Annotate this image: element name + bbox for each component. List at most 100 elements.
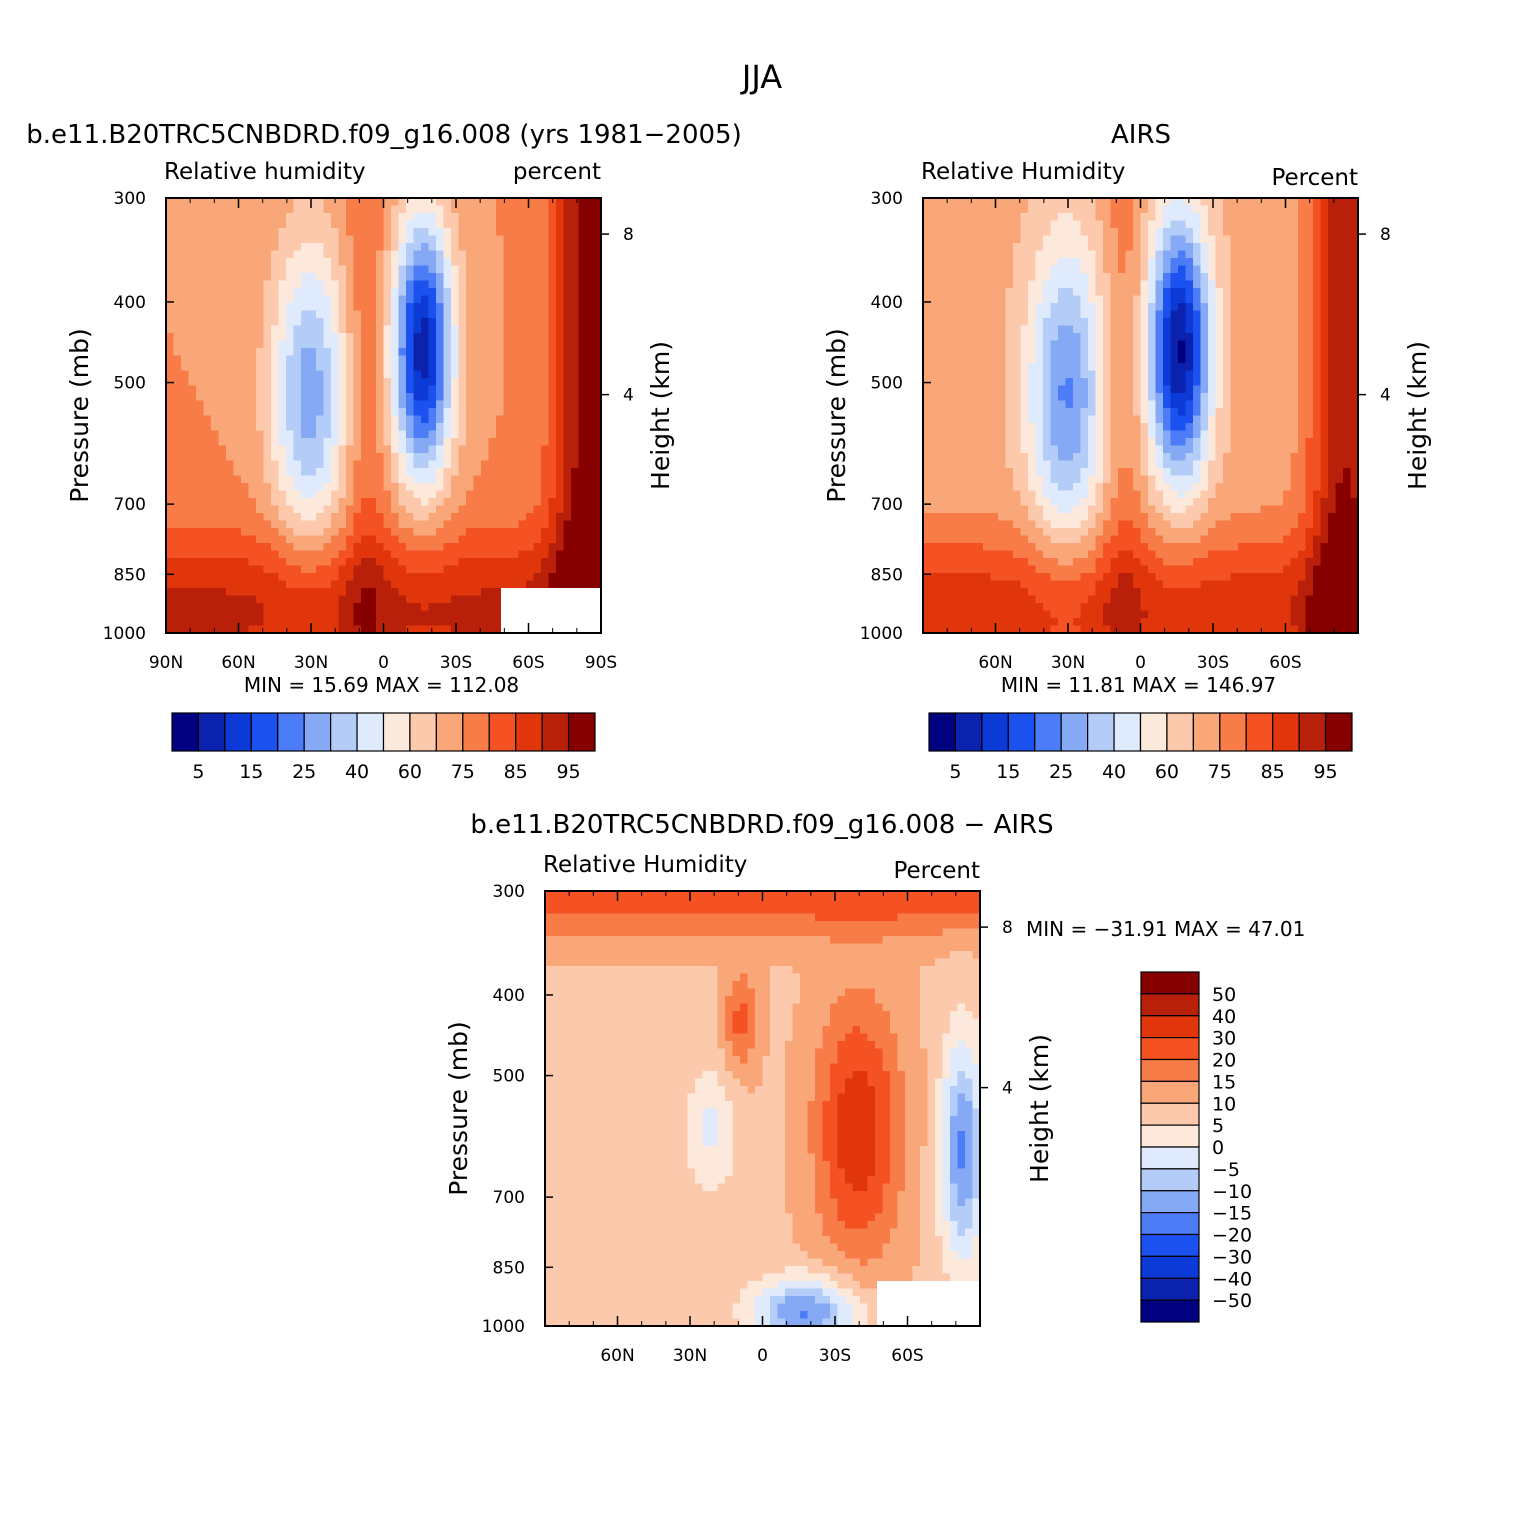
field-cell xyxy=(541,453,550,462)
field-cell xyxy=(1110,415,1119,424)
field-cell xyxy=(1028,453,1037,462)
field-cell xyxy=(286,220,295,229)
field-cell xyxy=(301,213,310,222)
field-cell xyxy=(181,550,190,559)
field-cell xyxy=(211,235,220,244)
field-cell xyxy=(233,483,242,492)
field-cell xyxy=(930,543,939,552)
field-cell xyxy=(391,325,400,334)
field-cell xyxy=(578,355,587,364)
field-cell xyxy=(196,288,205,297)
field-cell xyxy=(308,588,317,597)
field-cell xyxy=(173,348,182,357)
field-cell xyxy=(413,535,422,544)
field-cell xyxy=(1020,603,1029,612)
field-cell xyxy=(241,588,250,597)
field-cell xyxy=(203,370,212,379)
field-cell xyxy=(1043,513,1052,522)
field-cell xyxy=(166,520,175,529)
field-cell xyxy=(1020,288,1029,297)
field-cell xyxy=(1043,378,1052,387)
field-cell xyxy=(413,333,422,342)
field-cell xyxy=(556,528,565,537)
field-cell xyxy=(278,573,287,582)
field-cell xyxy=(271,415,280,424)
field-cell xyxy=(248,355,257,364)
field-cell xyxy=(1013,415,1022,424)
field-cell xyxy=(518,400,527,409)
field-cell xyxy=(301,490,310,499)
field-cell xyxy=(968,573,977,582)
field-cell xyxy=(533,513,542,522)
field-cell xyxy=(181,280,190,289)
field-cell xyxy=(533,370,542,379)
field-cell xyxy=(990,468,999,477)
field-cell xyxy=(301,310,310,319)
field-cell xyxy=(241,483,250,492)
field-cell xyxy=(1058,415,1067,424)
field-cell xyxy=(293,288,302,297)
field-cell xyxy=(451,550,460,559)
field-cell xyxy=(383,385,392,394)
field-cell xyxy=(421,393,430,402)
field-cell xyxy=(1043,535,1052,544)
field-cell xyxy=(398,340,407,349)
field-cell xyxy=(196,333,205,342)
field-cell xyxy=(278,310,287,319)
field-cell xyxy=(1020,573,1029,582)
field-cell xyxy=(1050,460,1059,469)
field-cell xyxy=(578,228,587,237)
field-cell xyxy=(173,205,182,214)
field-cell xyxy=(563,378,572,387)
field-cell xyxy=(923,618,932,627)
field-cell xyxy=(421,475,430,484)
field-cell xyxy=(233,445,242,454)
field-cell xyxy=(945,550,954,559)
field-cell xyxy=(211,505,220,514)
field-cell xyxy=(428,445,437,454)
field-cell xyxy=(1020,445,1029,454)
field-cell xyxy=(338,385,347,394)
field-cell xyxy=(586,423,595,432)
field-cell xyxy=(945,258,954,267)
field-cell xyxy=(473,393,482,402)
field-cell xyxy=(481,505,490,514)
field-cell xyxy=(1065,355,1074,364)
y-tick-label: 700 xyxy=(114,495,146,515)
field-cell xyxy=(211,265,220,274)
field-cell xyxy=(1043,505,1052,514)
field-cell xyxy=(1035,363,1044,372)
field-cell xyxy=(293,355,302,364)
field-cell xyxy=(1020,490,1029,499)
field-cell xyxy=(563,445,572,454)
field-cell xyxy=(511,198,520,207)
field-cell xyxy=(286,273,295,282)
field-cell xyxy=(1013,625,1022,634)
field-cell xyxy=(308,610,317,619)
field-cell xyxy=(511,460,520,469)
field-cell xyxy=(1088,610,1097,619)
field-cell xyxy=(1020,400,1029,409)
field-cell xyxy=(466,528,475,537)
field-cell xyxy=(526,318,535,327)
field-cell xyxy=(1088,483,1097,492)
field-cell xyxy=(316,468,325,477)
field-cell xyxy=(533,565,542,574)
field-cell xyxy=(233,550,242,559)
field-cell xyxy=(953,205,962,214)
field-cell xyxy=(361,213,370,222)
field-cell xyxy=(571,235,580,244)
field-cell xyxy=(233,363,242,372)
field-cell xyxy=(1088,340,1097,349)
field-cell xyxy=(526,520,535,529)
field-cell xyxy=(526,498,535,507)
field-cell xyxy=(1088,430,1097,439)
field-cell xyxy=(188,558,197,567)
field-cell xyxy=(256,483,265,492)
field-cell xyxy=(241,445,250,454)
field-cell xyxy=(458,535,467,544)
field-cell xyxy=(990,475,999,484)
field-cell xyxy=(406,415,415,424)
field-cell xyxy=(271,438,280,447)
field-cell xyxy=(248,348,257,357)
